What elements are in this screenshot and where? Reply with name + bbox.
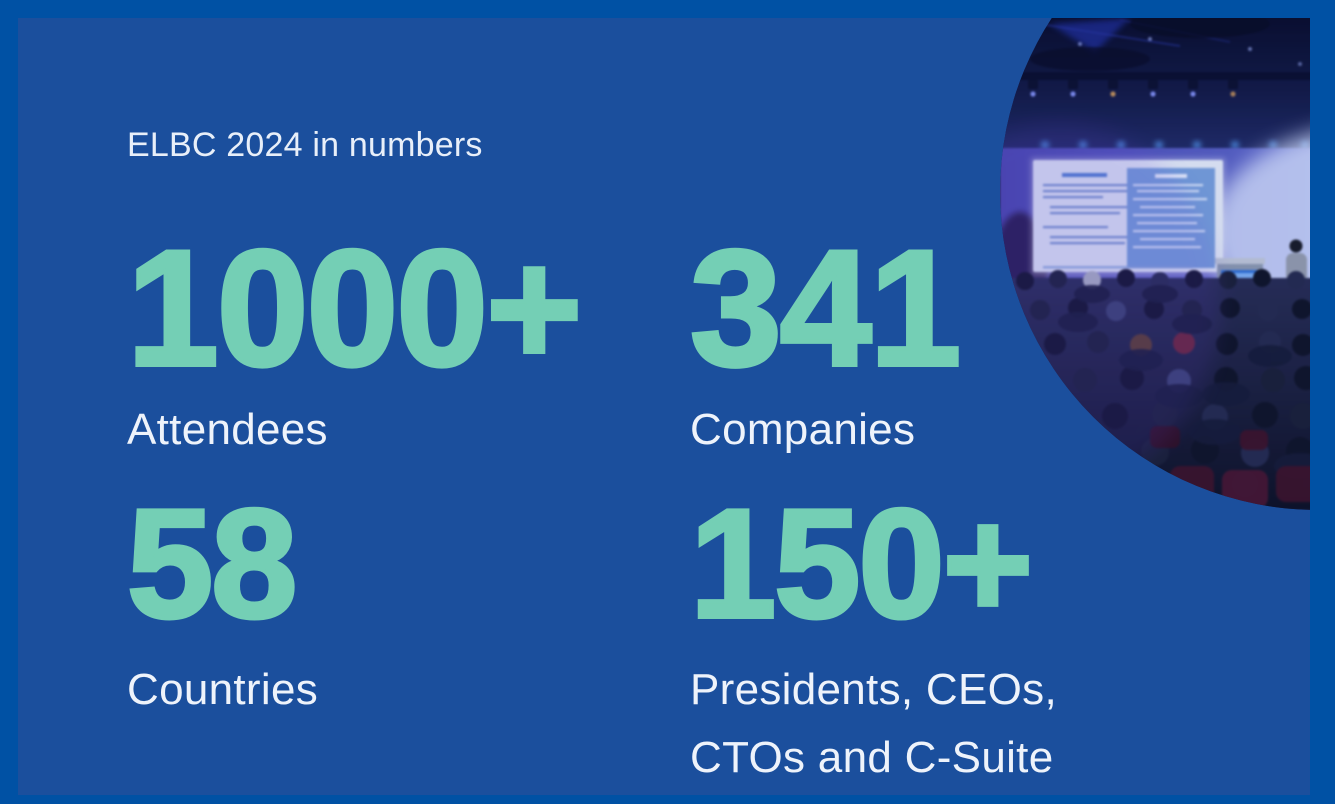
stat-companies: 341 Companies [688,216,1290,464]
stat-companies-label: Companies [690,405,916,454]
stat-executives-label: Presidents, CEOs, CTOs and C-Suite [690,656,1290,792]
stat-executives-label-line2: CTOs and C-Suite [690,733,1054,783]
stat-attendees: 1000+ Attendees [125,216,667,464]
stat-executives: 150+ Presidents, CEOs, CTOs and C-Suite [688,477,1290,792]
stat-attendees-label: Attendees [127,405,328,454]
stat-executives-value: 150+ [688,477,1035,650]
stat-countries: 58 Countries [125,477,667,724]
content-panel: ELBC 2024 in numbers 1000+ Attendees 341… [18,18,1310,795]
stat-companies-value: 341 [688,216,963,400]
stat-countries-label: Countries [127,665,319,714]
conference-photo-illustration [1000,18,1310,510]
stat-executives-label-line1: Presidents, CEOs, [690,665,1058,714]
stat-countries-value: 58 [125,477,299,650]
stat-attendees-value: 1000+ [125,216,584,400]
page-title: ELBC 2024 in numbers [127,126,483,164]
conference-photo [1000,18,1310,510]
blue-tint-overlay [1000,18,1310,510]
